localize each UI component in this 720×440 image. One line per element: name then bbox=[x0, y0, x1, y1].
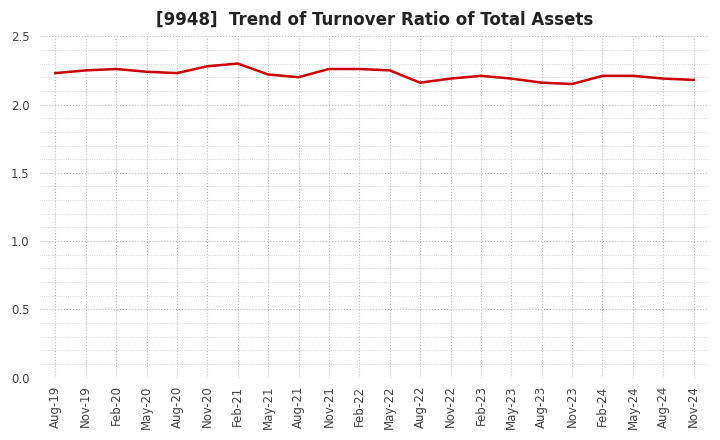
Title: [9948]  Trend of Turnover Ratio of Total Assets: [9948] Trend of Turnover Ratio of Total … bbox=[156, 11, 593, 29]
